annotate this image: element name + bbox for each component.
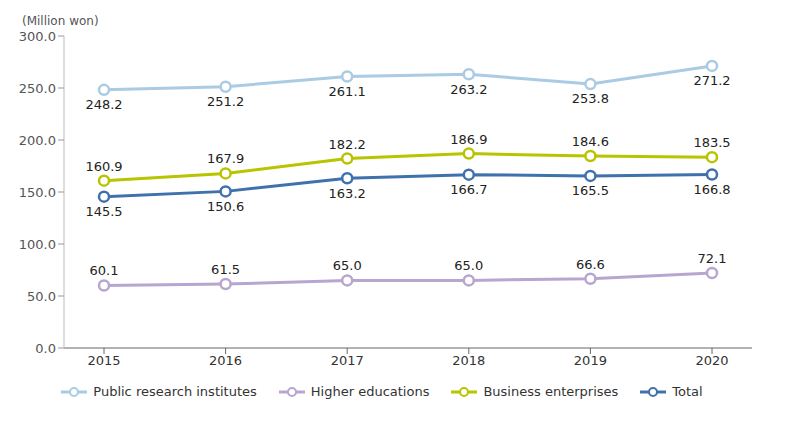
svg-text:165.5: 165.5 (572, 183, 609, 198)
svg-text:167.9: 167.9 (207, 151, 244, 166)
svg-text:100.0: 100.0 (19, 237, 56, 252)
svg-text:166.7: 166.7 (450, 182, 487, 197)
html-text:Total: Total (672, 384, 703, 399)
svg-text:150.0: 150.0 (19, 185, 56, 200)
svg-text:2020: 2020 (695, 353, 728, 368)
svg-text:2017: 2017 (331, 353, 364, 368)
svg-text:145.5: 145.5 (85, 204, 122, 219)
svg-text:2018: 2018 (452, 353, 485, 368)
svg-text:250.0: 250.0 (19, 81, 56, 96)
html-text:Public research institutes: Public research institutes (93, 384, 257, 399)
svg-text:166.8: 166.8 (693, 182, 730, 197)
svg-text:61.5: 61.5 (211, 262, 240, 277)
html-text:Business enterprises: Business enterprises (483, 384, 619, 399)
svg-text:300.0: 300.0 (19, 29, 56, 44)
svg-text:2015: 2015 (87, 353, 120, 368)
svg-text:65.0: 65.0 (454, 258, 483, 273)
svg-text:200.0: 200.0 (19, 133, 56, 148)
svg-text:66.6: 66.6 (576, 257, 605, 272)
svg-text:150.6: 150.6 (207, 199, 244, 214)
svg-text:60.1: 60.1 (90, 263, 119, 278)
svg-text:72.1: 72.1 (698, 251, 727, 266)
svg-text:0.0: 0.0 (35, 341, 56, 356)
svg-text:263.2: 263.2 (450, 82, 487, 97)
html-text:(Million won): (Million won) (22, 14, 99, 28)
html-text:Higher educations: Higher educations (310, 384, 430, 399)
svg-text:65.0: 65.0 (333, 258, 362, 273)
svg-text:184.6: 184.6 (572, 134, 609, 149)
svg-text:253.8: 253.8 (572, 91, 609, 106)
svg-text:182.2: 182.2 (329, 137, 366, 152)
svg-text:261.1: 261.1 (329, 84, 366, 99)
svg-text:186.9: 186.9 (450, 132, 487, 147)
svg-text:160.9: 160.9 (85, 159, 122, 174)
svg-text:248.2: 248.2 (85, 97, 122, 112)
svg-text:183.5: 183.5 (693, 135, 730, 150)
svg-text:271.2: 271.2 (693, 73, 730, 88)
svg-text:163.2: 163.2 (329, 186, 366, 201)
svg-text:50.0: 50.0 (27, 289, 56, 304)
svg-text:2016: 2016 (209, 353, 242, 368)
svg-text:251.2: 251.2 (207, 94, 244, 109)
svg-text:2019: 2019 (574, 353, 607, 368)
